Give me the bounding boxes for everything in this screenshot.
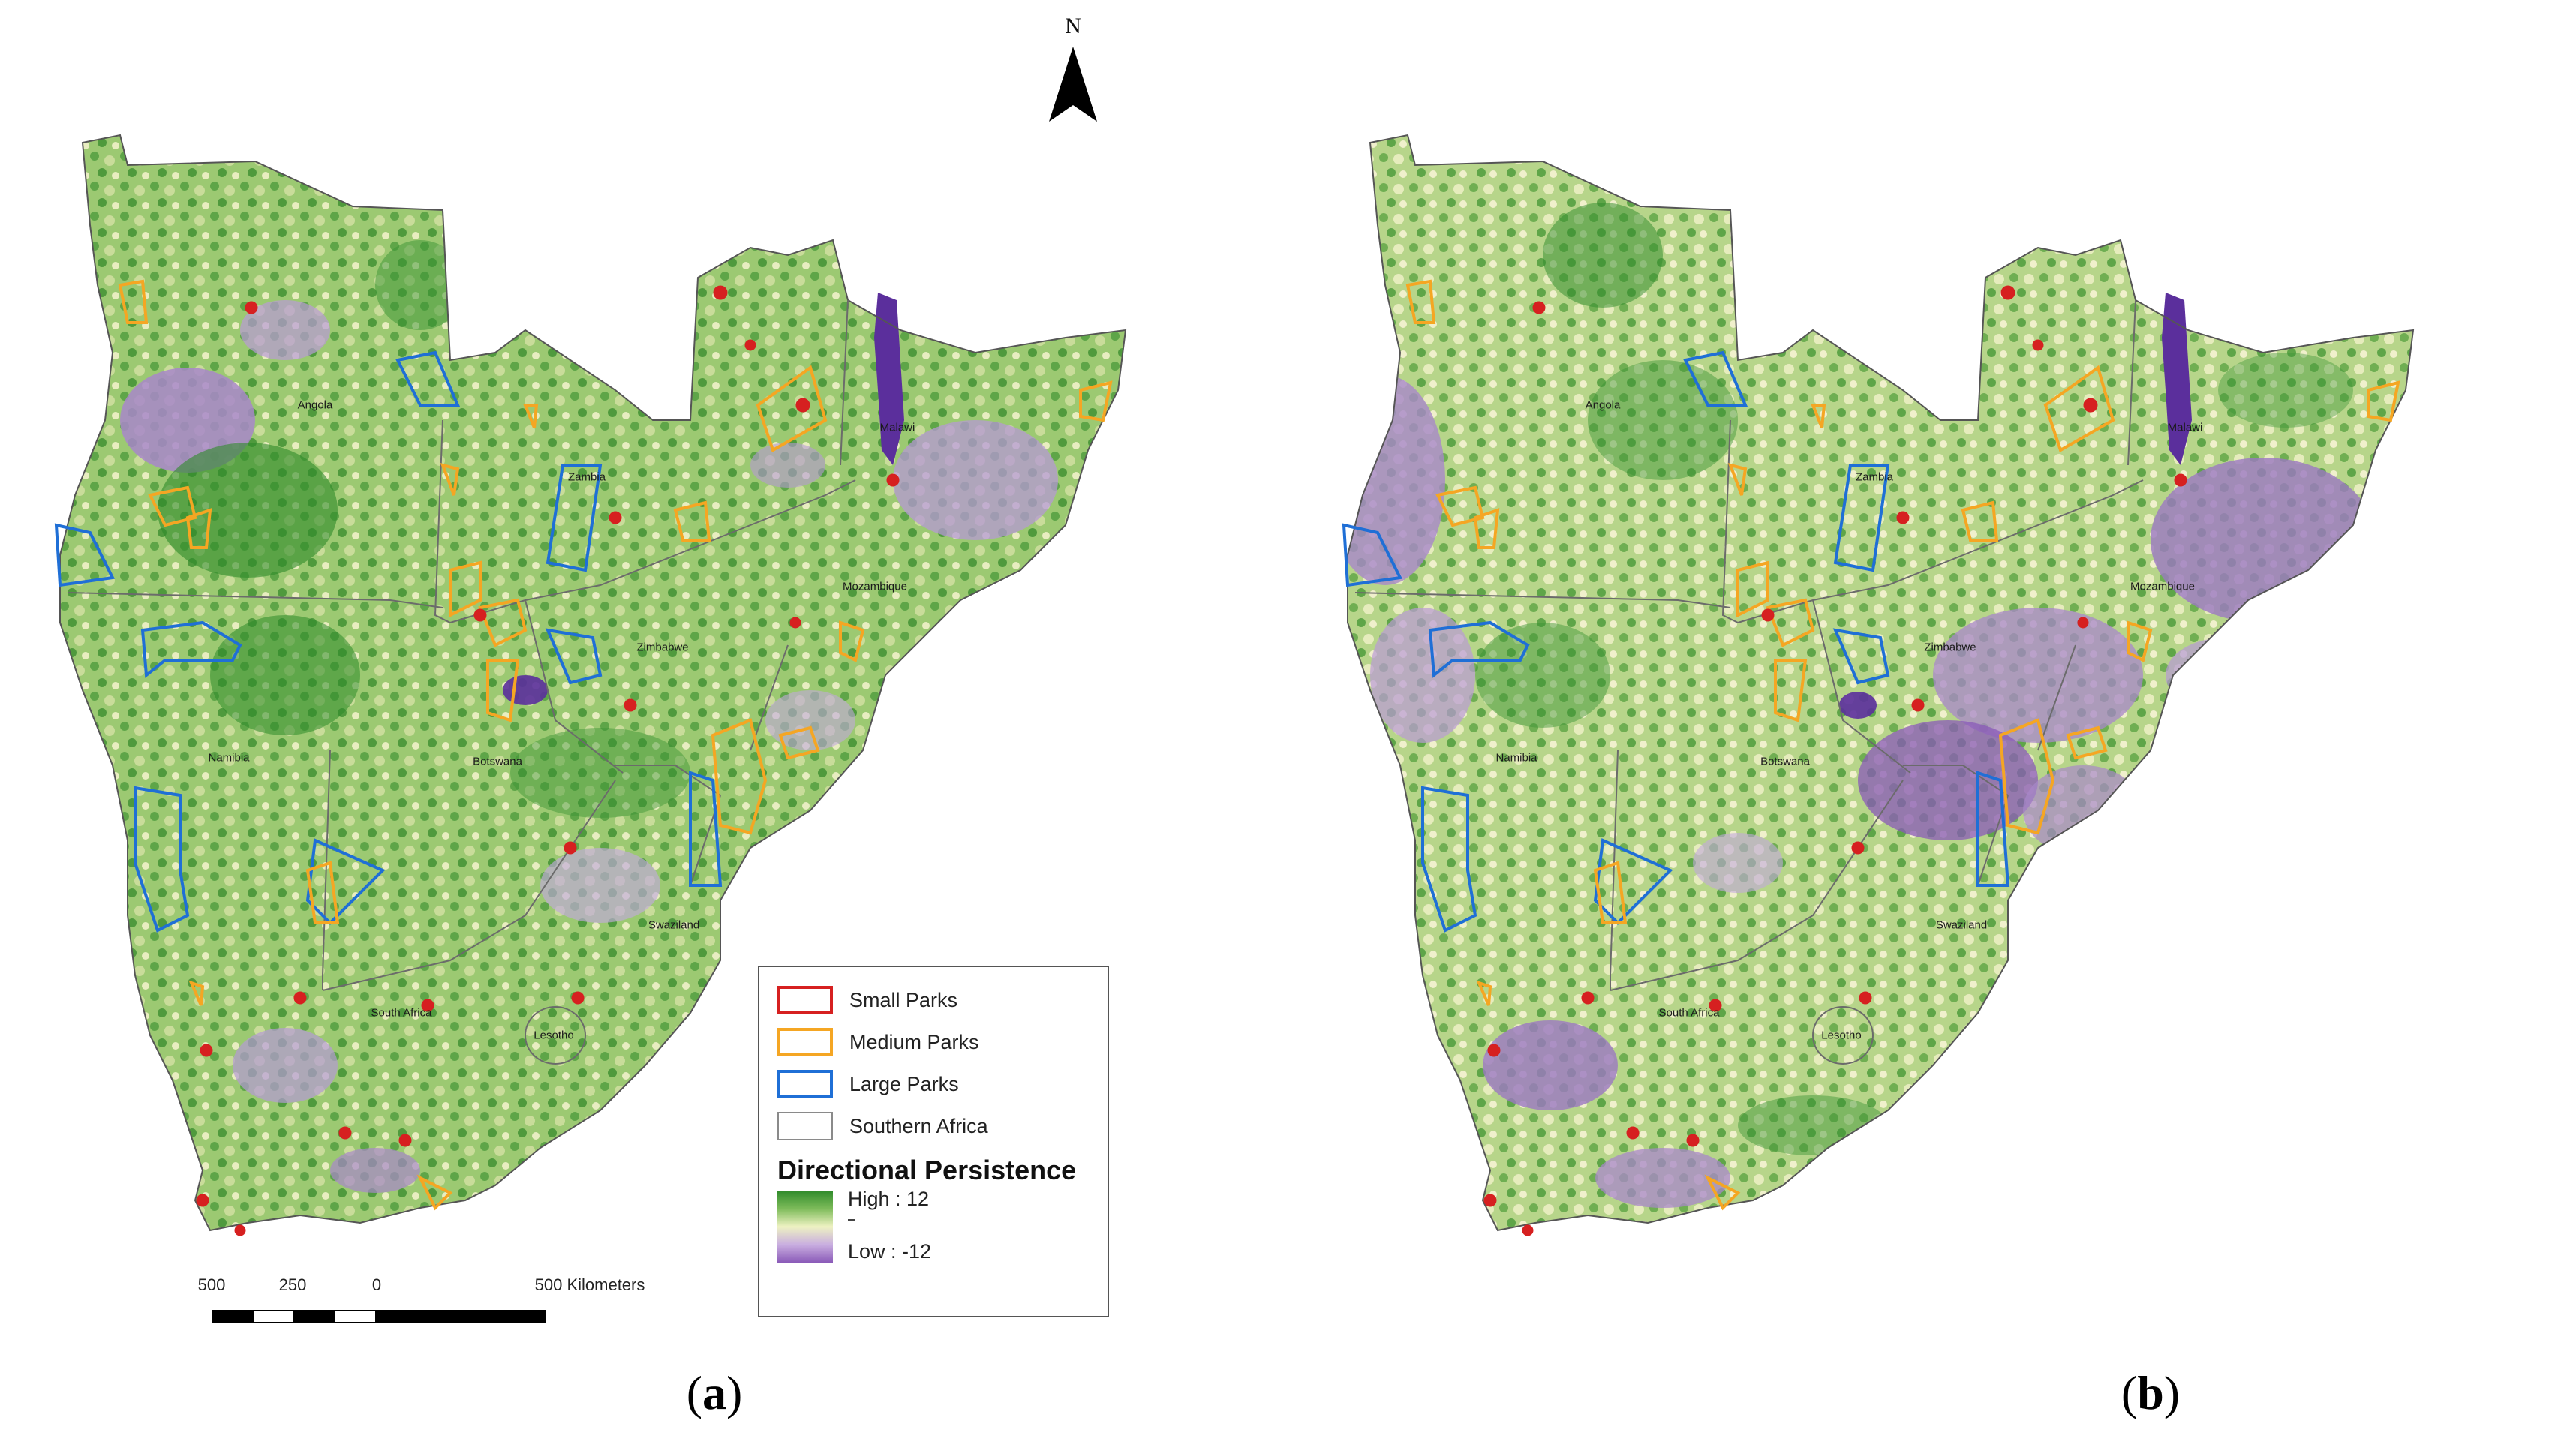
lake-malawi-a bbox=[874, 293, 904, 465]
country-label-botswana-b: Botswana bbox=[1760, 755, 1810, 768]
small-parks-b bbox=[1483, 285, 2187, 1236]
country-label-angola: Angola bbox=[297, 398, 333, 412]
country-label-mozambique-b: Mozambique bbox=[2130, 580, 2195, 593]
legend-high-label: High : 12 bbox=[848, 1188, 930, 1210]
scale-tick-250: 250 bbox=[278, 1275, 307, 1294]
legend-label-southern-africa: Southern Africa bbox=[849, 1114, 988, 1137]
north-arrow-icon bbox=[1049, 47, 1097, 122]
dark-green-areas-a bbox=[158, 240, 690, 818]
country-label-lesotho-b: Lesotho bbox=[1821, 1029, 1862, 1042]
legend-item-medium-parks: Medium Parks bbox=[777, 1026, 979, 1059]
panel-caption-letter-a: a bbox=[702, 1366, 726, 1419]
north-arrow: N bbox=[1043, 14, 1103, 126]
country-label-namibia: Namibia bbox=[208, 751, 250, 765]
country-label-mozambique: Mozambique bbox=[843, 580, 907, 593]
southern-africa-map-b bbox=[1342, 134, 2414, 1236]
southern-africa-map-a bbox=[54, 134, 1126, 1236]
lake-malawi-b bbox=[2162, 293, 2192, 465]
legend-item-small-parks: Small Parks bbox=[777, 984, 957, 1017]
map-panel-b: Angola Zambia Malawi Mozambique Zimbabwe… bbox=[1288, 0, 2576, 1451]
scale-segment bbox=[252, 1310, 294, 1323]
legend-label-small-parks: Small Parks bbox=[849, 988, 958, 1011]
scale-tick-500-km: 500 Kilometers bbox=[534, 1275, 645, 1294]
map-panel-a: Angola Zambia Malawi Mozambique Zimbabwe… bbox=[54, 14, 1126, 1419]
scale-bar: 500 250 0 500 Kilometers bbox=[195, 1275, 675, 1328]
country-label-lesotho: Lesotho bbox=[534, 1029, 574, 1042]
country-label-zambia: Zambia bbox=[567, 470, 606, 484]
legend-label-medium-parks: Medium Parks bbox=[849, 1030, 979, 1053]
small-parks-a bbox=[196, 285, 900, 1236]
legend-item-southern-africa: Southern Africa bbox=[777, 1110, 988, 1143]
legend-swatch-medium-parks bbox=[777, 1028, 833, 1056]
map-legend: Small Parks Medium Parks Large Parks Sou… bbox=[758, 966, 1109, 1317]
scale-segment bbox=[212, 1310, 254, 1323]
large-parks-a bbox=[54, 350, 723, 933]
panel-caption-letter-b: b bbox=[2137, 1366, 2164, 1419]
country-label-zambia-b: Zambia bbox=[1855, 470, 1894, 484]
scale-segment bbox=[375, 1310, 546, 1323]
scale-segment bbox=[333, 1310, 377, 1323]
country-label-south-africa: South Africa bbox=[371, 1006, 432, 1020]
north-arrow-label: N bbox=[1065, 14, 1081, 38]
legend-title: Directional Persistence bbox=[777, 1155, 1077, 1185]
scale-tick-0: 0 bbox=[371, 1275, 382, 1294]
scale-tick-500: 500 bbox=[197, 1275, 226, 1294]
legend-item-large-parks: Large Parks bbox=[777, 1068, 959, 1101]
legend-color-ramp bbox=[777, 1191, 833, 1263]
country-label-namibia-b: Namibia bbox=[1495, 751, 1537, 765]
medium-parks-b bbox=[1405, 279, 2400, 1211]
legend-ramp-midmark bbox=[848, 1219, 855, 1221]
legend-swatch-large-parks bbox=[777, 1070, 833, 1098]
legend-low-label: Low : -12 bbox=[848, 1240, 932, 1263]
country-label-malawi-b: Malawi bbox=[2167, 421, 2203, 434]
country-label-angola-b: Angola bbox=[1585, 398, 1621, 412]
country-label-swaziland: Swaziland bbox=[648, 918, 700, 932]
country-label-swaziland-b: Swaziland bbox=[1935, 918, 1988, 932]
panel-caption-b: (b) bbox=[2121, 1366, 2181, 1419]
medium-parks-a bbox=[118, 279, 1113, 1211]
panel-caption-a: (a) bbox=[686, 1366, 743, 1419]
country-label-malawi: Malawi bbox=[879, 421, 915, 434]
country-label-zimbabwe-b: Zimbabwe bbox=[1924, 641, 1976, 654]
country-label-botswana: Botswana bbox=[473, 755, 522, 768]
legend-swatch-southern-africa bbox=[777, 1112, 833, 1140]
scale-segment bbox=[293, 1310, 335, 1323]
legend-label-large-parks: Large Parks bbox=[849, 1072, 959, 1095]
country-label-zimbabwe: Zimbabwe bbox=[636, 641, 689, 654]
country-label-south-africa-b: South Africa bbox=[1658, 1006, 1720, 1020]
legend-swatch-small-parks bbox=[777, 986, 833, 1014]
